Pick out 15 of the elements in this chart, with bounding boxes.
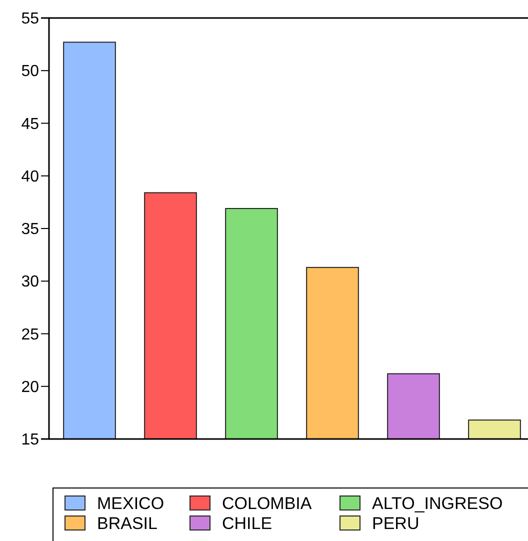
y-tick-label: 40 xyxy=(21,168,40,186)
y-tick-label: 45 xyxy=(21,116,40,133)
y-tick-label: 25 xyxy=(21,326,40,344)
legend-label: COLOMBIA xyxy=(222,494,312,513)
y-tick-label: 30 xyxy=(21,274,40,291)
legend-label: CHILE xyxy=(222,514,272,533)
legend-label: ALTO_INGRESO xyxy=(372,494,503,513)
y-tick-label: 15 xyxy=(21,432,40,449)
legend-label: BRASIL xyxy=(97,514,158,533)
y-tick-label: 20 xyxy=(21,378,40,396)
y-tick-label: 35 xyxy=(21,221,40,238)
legend-label: PERU xyxy=(372,514,420,533)
legend-label: MEXICO xyxy=(97,494,164,513)
y-tick-label: 50 xyxy=(21,63,40,80)
y-tick-label: 55 xyxy=(21,10,40,28)
